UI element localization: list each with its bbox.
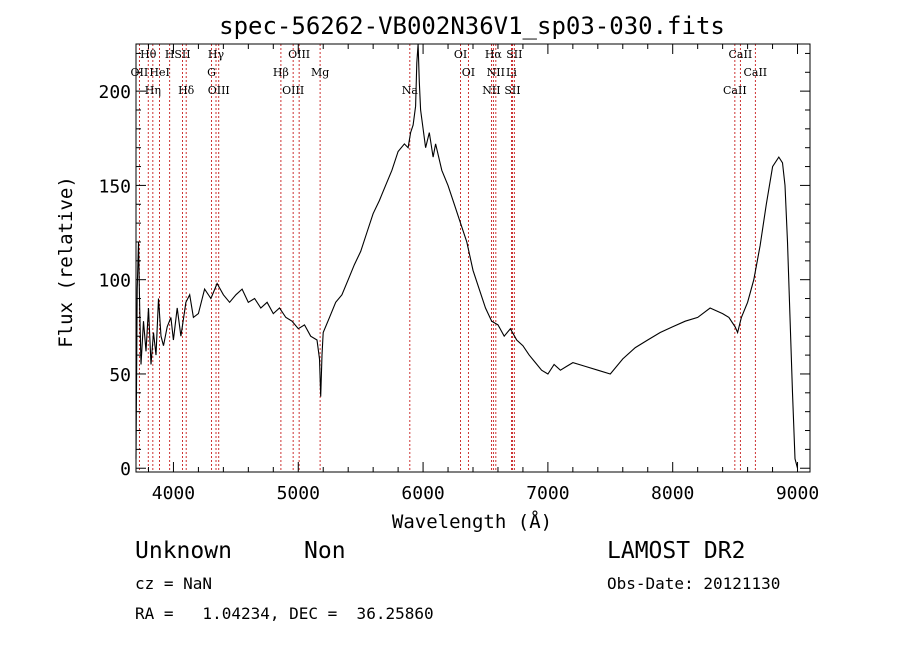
marker-label: Hη: [145, 84, 161, 97]
y-tick-label: 50: [109, 365, 131, 386]
marker-label: Na: [402, 84, 419, 97]
observation-date: Obs-Date: 20121130: [607, 574, 781, 593]
marker-label: CaII: [723, 84, 747, 97]
x-tick-label: 9000: [776, 483, 819, 504]
chart-title: spec-56262-VB002N36V1_sp03-030.fits: [219, 12, 725, 40]
emission-line-markers: [138, 44, 756, 472]
redshift-value: cz = NaN: [135, 574, 213, 593]
marker-label: Hβ: [273, 66, 289, 79]
y-tick-label: 200: [98, 82, 131, 103]
object-class: Unknown: [135, 538, 232, 564]
object-subclass: Non: [304, 538, 346, 564]
marker-label: OI: [454, 48, 467, 61]
marker-label: Hγ: [208, 48, 225, 61]
marker-label: SII: [506, 48, 522, 61]
marker-label: Li: [506, 66, 517, 79]
marker-label: H: [165, 48, 175, 61]
marker-label: SII: [504, 84, 520, 97]
emission-line-labels: HθOIIHηHHeIHδSIIGOIIIHγHβOIIIOIIIMgNaOIO…: [131, 48, 768, 97]
marker-label: Hθ: [140, 48, 157, 61]
marker-label: OIII: [288, 48, 310, 61]
marker-label: Hδ: [178, 84, 195, 97]
marker-label: G: [207, 66, 216, 79]
marker-label: CaII: [729, 48, 753, 61]
x-tick-label: 8000: [651, 483, 694, 504]
x-tick-label: 4000: [152, 483, 195, 504]
y-axis-label: Flux (relative): [55, 176, 77, 348]
x-tick-label: 7000: [526, 483, 569, 504]
y-tick-label: 150: [98, 176, 131, 197]
plot-frame: [135, 43, 811, 473]
x-axis: 4000 5000 6000 7000 8000 9000: [147, 44, 819, 504]
marker-label: SII: [174, 48, 190, 61]
marker-label: Mg: [311, 66, 329, 79]
x-tick-label: 5000: [277, 483, 320, 504]
coordinates: RA = 1.04234, DEC = 36.25860: [135, 604, 434, 623]
marker-label: HeI: [149, 66, 169, 79]
spectrum-line: [135, 43, 799, 469]
marker-label: OIII: [282, 84, 304, 97]
x-axis-label: Wavelength (Å): [392, 510, 552, 533]
x-tick-label: 6000: [401, 483, 444, 504]
y-tick-label: 0: [120, 459, 131, 480]
y-axis: 0 50 100 150 200: [98, 52, 810, 480]
marker-label: NII: [482, 84, 500, 97]
survey-name: LAMOST DR2: [607, 538, 746, 564]
marker-label: Hα: [485, 48, 503, 61]
marker-label: CaII: [743, 66, 767, 79]
y-tick-label: 100: [98, 271, 131, 292]
marker-label: NII: [487, 66, 505, 79]
marker-label: OI: [462, 66, 475, 79]
marker-label: OIII: [208, 84, 230, 97]
